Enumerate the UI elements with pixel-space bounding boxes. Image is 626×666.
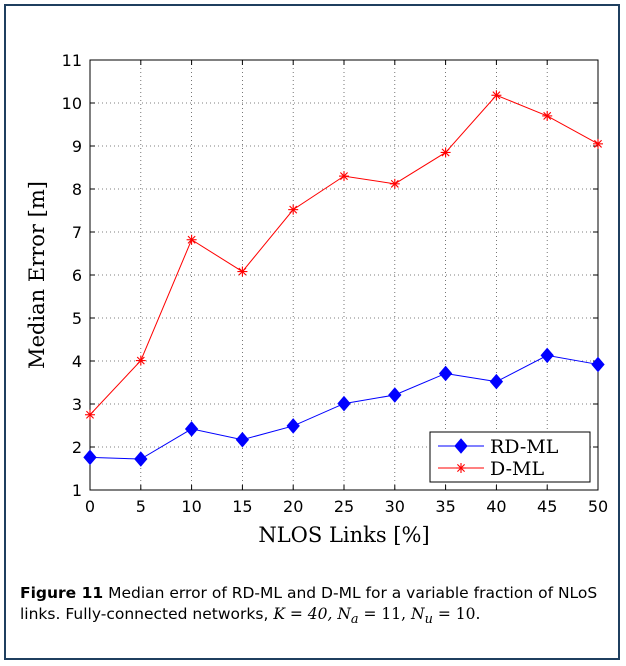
- series-d-ml-point: [542, 110, 553, 121]
- caption-na-sub: a: [350, 612, 359, 628]
- caption-nu-sub: u: [424, 612, 433, 628]
- series-rd-ml-point: [438, 365, 453, 382]
- asterisk-stroke: [457, 464, 465, 472]
- legend-label-d-ml: D-ML: [490, 458, 544, 480]
- asterisk-stroke: [390, 179, 399, 188]
- legend-box: [429, 431, 591, 483]
- legend-marker-d-ml: [456, 463, 466, 473]
- series-rd-ml-point: [591, 356, 605, 373]
- series-rd-ml-point: [388, 387, 402, 403]
- figure-frame: [4, 4, 620, 660]
- asterisk-stroke: [187, 235, 196, 244]
- series-d-ml-point: [491, 90, 502, 101]
- x-tick-label: 15: [232, 497, 252, 516]
- x-tick-label: 5: [136, 497, 146, 516]
- series-rd-ml-point: [337, 395, 351, 412]
- figure-label: Figure 11: [20, 584, 104, 602]
- y-tick-label: 7: [72, 223, 82, 242]
- series-layer: [83, 90, 605, 467]
- series-rd-ml-point: [286, 418, 300, 434]
- series-d-ml-point: [389, 178, 400, 189]
- series-rd-ml: [83, 347, 605, 467]
- series-d-ml-point: [135, 355, 146, 366]
- legend-marker-rd-ml: [454, 438, 468, 454]
- series-d-ml-point: [593, 138, 603, 149]
- asterisk-stroke: [86, 410, 94, 419]
- x-axis-label: NLOS Links [%]: [258, 523, 429, 547]
- y-tick-label: 6: [72, 266, 82, 285]
- asterisk-stroke: [441, 148, 450, 157]
- series-rd-ml-point: [235, 431, 250, 448]
- x-tick-label: 35: [435, 497, 455, 516]
- x-tick-label: 45: [537, 497, 557, 516]
- asterisk-stroke: [238, 267, 247, 276]
- series-d-ml: [85, 90, 603, 420]
- caption-na-val: = 11,: [358, 605, 412, 623]
- x-tick-label: 25: [334, 497, 354, 516]
- y-tick-label: 11: [62, 51, 82, 70]
- caption-na: N: [337, 605, 351, 623]
- x-tick-label: 30: [385, 497, 405, 516]
- y-tick-label: 8: [72, 180, 82, 199]
- y-tick-label: 5: [72, 309, 82, 328]
- y-tick-label: 10: [62, 94, 82, 113]
- caption-k: K = 40,: [273, 605, 333, 623]
- asterisk-stroke: [340, 172, 348, 181]
- series-rd-ml-point: [184, 421, 199, 437]
- x-tick-label: 0: [85, 497, 95, 516]
- series-rd-ml-point: [540, 347, 554, 364]
- y-tick-label: 2: [72, 438, 82, 457]
- series-d-ml-point: [288, 204, 299, 215]
- series-d-ml-line: [89, 94, 599, 416]
- asterisk-stroke: [136, 356, 145, 365]
- y-tick-label: 1: [72, 481, 82, 500]
- x-tick-label: 40: [486, 497, 506, 516]
- series-d-ml-point: [237, 266, 248, 277]
- series-rd-ml-point: [489, 373, 504, 390]
- grid-lines: [90, 60, 598, 490]
- series-rd-ml-point: [134, 451, 148, 467]
- series-d-ml-point: [339, 171, 349, 182]
- caption-nu: N: [411, 605, 425, 623]
- series-d-ml-point: [85, 409, 95, 420]
- legend: RD-MLD-ML: [429, 431, 591, 483]
- asterisk-stroke: [289, 205, 298, 214]
- x-tick-label: 20: [283, 497, 303, 516]
- series-d-ml-point: [186, 234, 197, 245]
- y-tick-label: 4: [72, 352, 82, 371]
- y-tick-label: 3: [72, 395, 82, 414]
- figure-caption: Figure 11 Median error of RD-ML and D-ML…: [20, 583, 610, 630]
- series-d-ml-point: [440, 147, 451, 158]
- x-tick-label: 10: [181, 497, 201, 516]
- asterisk-stroke: [594, 139, 602, 148]
- asterisk-stroke: [543, 111, 552, 120]
- caption-nu-val: = 10.: [432, 605, 481, 623]
- y-tick-label: 9: [72, 137, 82, 156]
- y-axis-label: Median Error [m]: [25, 181, 49, 369]
- series-rd-ml-point: [83, 449, 97, 466]
- caption-text: Median error of RD-ML and D-ML for a var…: [20, 584, 598, 623]
- x-tick-label: 50: [588, 497, 608, 516]
- asterisk-stroke: [492, 91, 501, 100]
- legend-label-rd-ml: RD-ML: [490, 436, 559, 458]
